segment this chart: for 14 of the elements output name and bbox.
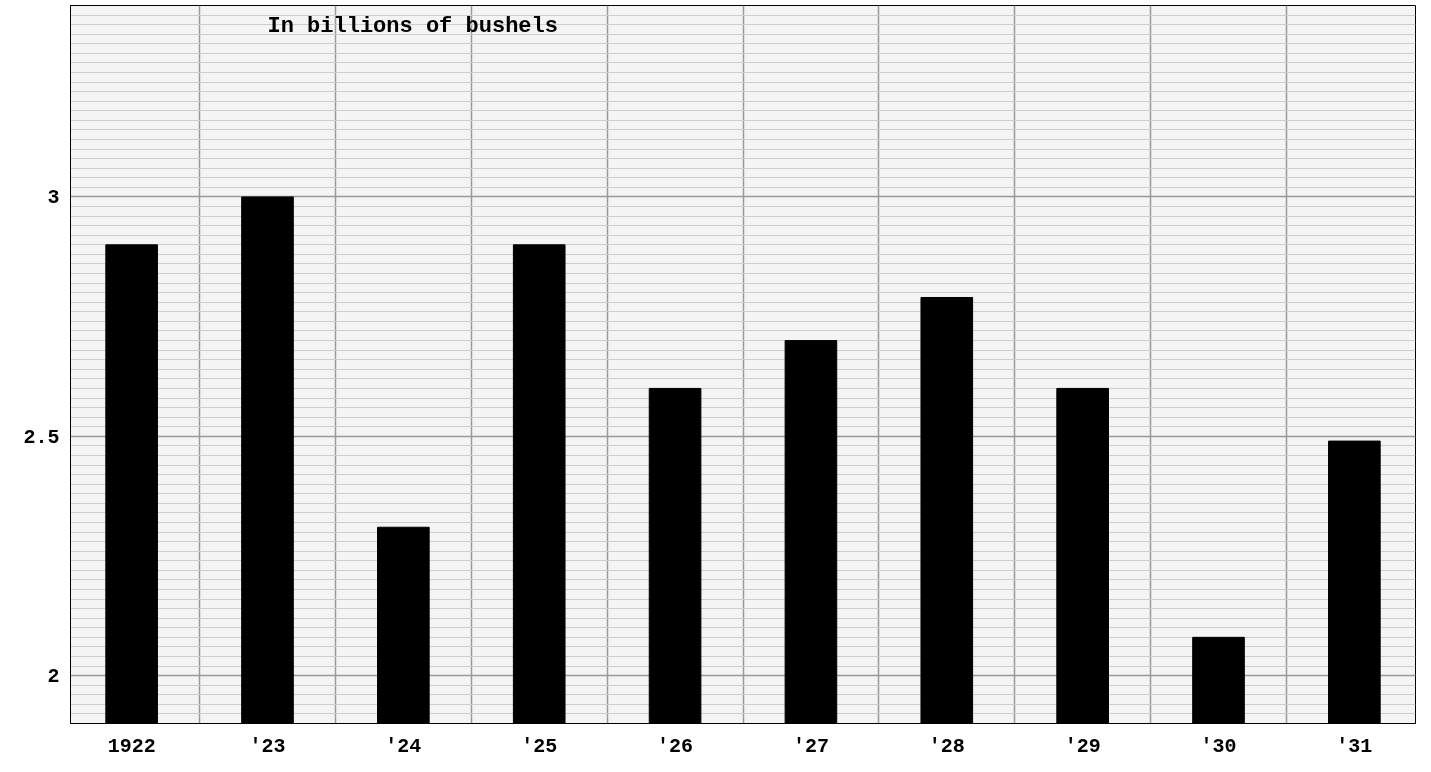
y-tick-label: 2.5 xyxy=(23,425,60,449)
x-tick-label: '27 xyxy=(792,734,829,758)
x-tick-label: '26 xyxy=(657,734,694,758)
x-tick-label: '24 xyxy=(385,734,422,758)
x-tick-label: '23 xyxy=(249,734,286,758)
x-tick-label: '31 xyxy=(1336,734,1373,758)
x-tick-label: '29 xyxy=(1064,734,1101,758)
y-tick-label: 2 xyxy=(47,665,60,689)
annotation: In billions of bushels xyxy=(267,14,558,40)
x-tick-label: 1922 xyxy=(107,734,156,758)
x-tick-label: '28 xyxy=(928,734,965,758)
x-tick-label: '25 xyxy=(521,734,558,758)
y-tick-label: 3 xyxy=(47,186,60,210)
x-tick-label: '30 xyxy=(1200,734,1237,758)
